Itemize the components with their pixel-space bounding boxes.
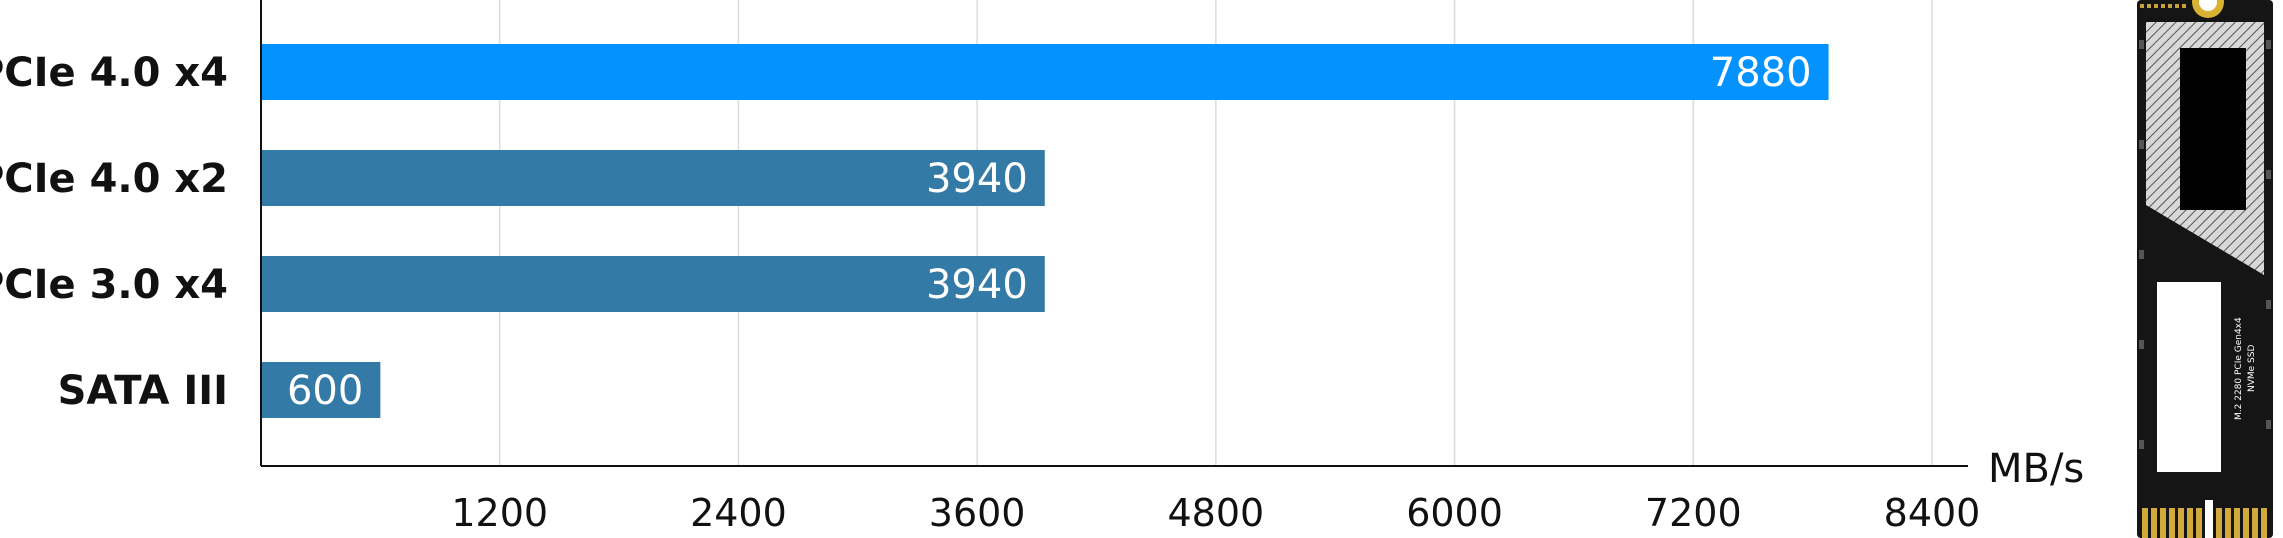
bar-0 xyxy=(261,44,1829,100)
bar-2 xyxy=(261,256,1045,312)
x-tick-labels: 1200 2400 3600 4800 6000 7200 8400 xyxy=(451,491,1980,535)
bar-value-label-3: 600 xyxy=(287,368,363,414)
bar-value-label-2: 3940 xyxy=(926,262,1028,308)
bar-1 xyxy=(261,150,1045,206)
x-tick-label-4: 6000 xyxy=(1406,491,1503,535)
x-tick-label-3: 4800 xyxy=(1167,491,1264,535)
category-label-1: PCIe 4.0 x2 xyxy=(0,156,228,202)
bar-3 xyxy=(261,362,381,418)
x-tick-label-5: 7200 xyxy=(1645,491,1742,535)
bar-value-label-1: 3940 xyxy=(926,156,1028,202)
x-tick-label-6: 8400 xyxy=(1884,491,1981,535)
ssd-label-text-1: M.2 2280 PCIe Gen4x4 xyxy=(2234,317,2244,420)
category-label-0: PCIe 4.0 x4 xyxy=(0,50,228,96)
category-labels: PCIe 4.0 x4 PCIe 4.0 x2 PCIe 3.0 x4 SATA II… xyxy=(0,50,228,414)
ssd-edge-connector xyxy=(2142,508,2267,538)
x-axis-unit-label: MB/s xyxy=(1988,446,2084,492)
ssd-product-image: M.2 2280 PCIe Gen4x4 NVMe SSD xyxy=(2137,0,2273,538)
category-label-3: SATA III xyxy=(58,368,228,414)
x-tick-label-1: 2400 xyxy=(690,491,787,535)
ssd-key-notch xyxy=(2205,500,2213,538)
bars: 7880 3940 3940 600 xyxy=(261,44,1829,418)
x-tick-label-0: 1200 xyxy=(451,491,548,535)
category-label-2: PCIe 3.0 x4 xyxy=(0,262,228,308)
ssd-controller-mark xyxy=(2180,48,2246,210)
ssd-label-text-2: NVMe SSD xyxy=(2247,345,2257,392)
x-tick-label-2: 3600 xyxy=(929,491,1026,535)
ssd-sticker xyxy=(2157,282,2221,472)
bar-value-label-0: 7880 xyxy=(1710,50,1812,96)
